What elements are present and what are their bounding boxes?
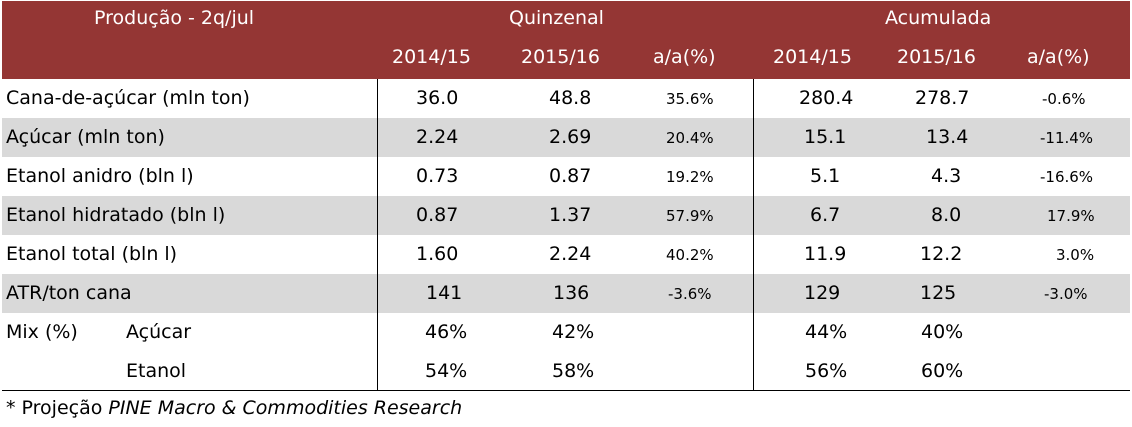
cell: 46% [425,321,468,343]
table-row: Cana-de-açúcar (mln ton) 36.0 48.8 35.6%… [2,79,1130,118]
row-label: Cana-de-açúcar (mln ton) [6,87,250,109]
footnote-prefix: * Projeção [6,397,109,419]
cell: 0.73 [416,165,459,187]
cell: 2.69 [549,126,592,148]
cell: 0.87 [549,165,592,187]
cell: 136 [553,282,590,304]
table-row: Mix (%) Açúcar 46% 42% 44% 40% [2,313,1130,352]
cell: 19.2% [666,168,714,186]
cell: 1.37 [549,204,592,226]
cell: 44% [805,321,848,343]
cell: 40% [921,321,964,343]
cell: 42% [552,321,595,343]
footnote-source: PINE Macro & Commodities Research [108,397,463,419]
cell: 56% [805,360,848,382]
cell: 2.24 [549,243,592,265]
mix-label: Mix (%) [6,321,78,343]
cell: 6.7 [810,204,841,226]
row-label: Etanol anidro (bln l) [6,165,194,187]
cell: 48.8 [549,87,592,109]
cell: 0.87 [416,204,459,226]
cell: -3.0% [1044,285,1088,303]
cell: 13.4 [926,126,969,148]
cell: -3.6% [668,285,712,303]
footnote: * Projeção PINE Macro & Commodities Rese… [6,397,462,419]
group-quinzenal: Quinzenal [509,7,604,29]
cell: 57.9% [666,207,714,225]
cell: 58% [552,360,595,382]
cell: 1.60 [416,243,459,265]
row-label: Etanol total (bln l) [6,243,178,265]
production-table: Produção - 2q/jul Quinzenal Acumulada 20… [2,1,1130,391]
cell: 280.4 [799,87,854,109]
cell: 40.2% [666,246,714,264]
cell: 125 [920,282,957,304]
table-title: Produção - 2q/jul [94,7,255,29]
cell: 15.1 [804,126,847,148]
col-header: 2015/16 [897,46,976,68]
cell: 20.4% [666,129,714,147]
col-header: 2014/15 [392,46,471,68]
cell: 4.3 [931,165,962,187]
group-acumulada: Acumulada [885,7,992,29]
col-header: 2014/15 [773,46,852,68]
cell: 8.0 [931,204,962,226]
table-header: Produção - 2q/jul Quinzenal Acumulada 20… [2,1,1130,79]
table-row: Etanol total (bln l) 1.60 2.24 40.2% 11.… [2,235,1130,274]
cell: -11.4% [1040,129,1094,147]
cell: 141 [426,282,463,304]
row-label: ATR/ton cana [6,282,132,304]
table-row: Açúcar (mln ton) 2.24 2.69 20.4% 15.1 13… [2,118,1130,157]
cell: 5.1 [810,165,841,187]
cell: 278.7 [915,87,970,109]
cell: 54% [425,360,468,382]
col-header: a/a(%) [1027,46,1090,68]
table-row: Etanol 54% 58% 56% 60% [2,352,1130,391]
col-header: 2015/16 [521,46,600,68]
table-bottom-rule [2,390,1130,391]
table-row: Etanol hidratado (bln l) 0.87 1.37 57.9%… [2,196,1130,235]
cell: 36.0 [416,87,459,109]
table-row: ATR/ton cana 141 136 -3.6% 129 125 -3.0% [2,274,1130,313]
cell: 2.24 [416,126,459,148]
column-divider [377,79,378,390]
cell: -0.6% [1042,90,1086,108]
row-label: Açúcar [126,321,192,343]
cell: 3.0% [1056,246,1095,264]
row-label: Etanol hidratado (bln l) [6,204,226,226]
row-label: Açúcar (mln ton) [6,126,165,148]
row-label: Etanol [126,360,187,382]
cell: 11.9 [804,243,847,265]
cell: 60% [921,360,964,382]
table-row: Etanol anidro (bln l) 0.73 0.87 19.2% 5.… [2,157,1130,196]
col-header: a/a(%) [653,46,716,68]
cell: -16.6% [1040,168,1094,186]
column-divider [753,79,754,390]
cell: 12.2 [920,243,963,265]
cell: 35.6% [666,90,714,108]
cell: 17.9% [1047,207,1095,225]
cell: 129 [804,282,841,304]
